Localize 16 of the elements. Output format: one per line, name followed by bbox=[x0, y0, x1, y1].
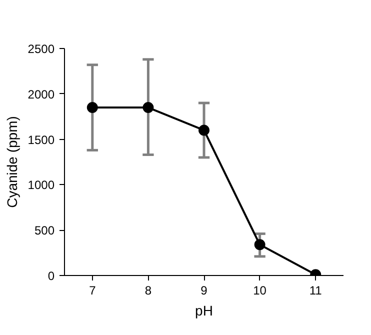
point bbox=[198, 124, 210, 136]
y-tick-label: 1500 bbox=[28, 132, 55, 147]
y-tick-label: 2000 bbox=[28, 87, 55, 102]
x-tick-label: 11 bbox=[309, 284, 322, 298]
x-tick-label: 10 bbox=[253, 284, 267, 298]
x-tick-label: 9 bbox=[200, 284, 208, 298]
y-tick-label: 2500 bbox=[28, 42, 55, 56]
point bbox=[142, 102, 154, 114]
x-tick-label: 7 bbox=[89, 284, 96, 298]
point bbox=[86, 102, 98, 114]
y-tick-label: 1000 bbox=[28, 178, 55, 192]
y-axis-title: Cyanide (ppm) bbox=[4, 116, 20, 208]
y-tick-label: 0 bbox=[48, 269, 55, 283]
y-tick-label: 500 bbox=[34, 224, 55, 238]
x-tick-label: 8 bbox=[144, 284, 152, 298]
x-axis-title: pH bbox=[195, 302, 213, 318]
